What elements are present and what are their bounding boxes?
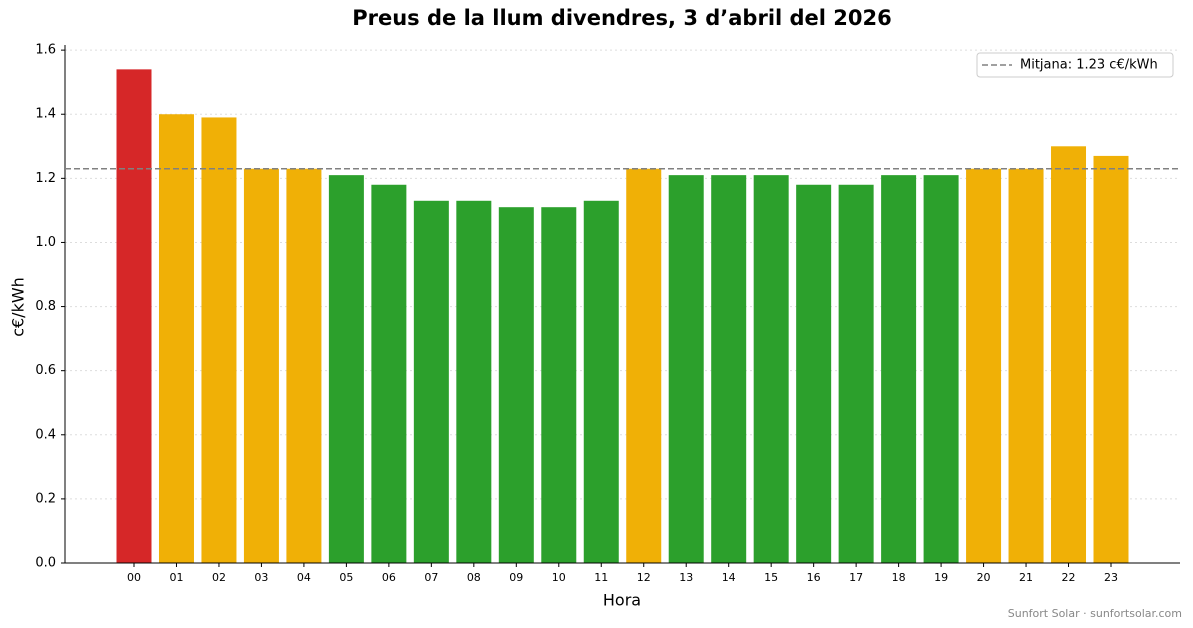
x-tick-label: 08	[467, 571, 481, 584]
chart-title: Preus de la llum divendres, 3 d’abril de…	[352, 6, 892, 30]
bar	[328, 175, 364, 563]
bar	[966, 168, 1002, 563]
bar	[838, 184, 874, 563]
x-tick-label: 13	[679, 571, 693, 584]
bar	[413, 200, 449, 563]
x-tick-label: 06	[382, 571, 396, 584]
x-tick-label: 15	[764, 571, 778, 584]
bar	[881, 175, 917, 563]
x-tick-label: 05	[339, 571, 353, 584]
x-tick-label: 19	[934, 571, 948, 584]
x-tick-label: 03	[254, 571, 268, 584]
bar	[371, 184, 407, 563]
bar	[286, 168, 322, 563]
bar	[668, 175, 704, 563]
bar	[201, 117, 237, 564]
y-tick-label: 1.6	[35, 43, 56, 58]
y-tick-label: 0.6	[35, 363, 56, 378]
bar	[626, 168, 662, 563]
x-tick-label: 17	[849, 571, 863, 584]
x-tick-label: 02	[212, 571, 226, 584]
x-tick-label: 09	[509, 571, 523, 584]
bar	[583, 200, 619, 563]
bar	[1093, 155, 1129, 563]
bar	[158, 114, 194, 564]
legend-label: Mitjana: 1.23 c€/kWh	[1020, 58, 1158, 73]
x-tick-label: 23	[1104, 571, 1118, 584]
bar	[243, 168, 279, 563]
bar	[541, 207, 577, 563]
x-axis-label: Hora	[603, 591, 641, 610]
x-tick-label: 22	[1062, 571, 1076, 584]
x-tick-label: 00	[127, 571, 141, 584]
bar	[1051, 146, 1087, 563]
x-tick-label: 10	[552, 571, 566, 584]
y-tick-label: 0.2	[35, 491, 56, 506]
bar	[753, 175, 789, 563]
bar	[1008, 168, 1044, 563]
x-tick-label: 12	[637, 571, 651, 584]
footer: Sunfort Solar · sunfortsolar.com	[1008, 607, 1182, 620]
y-tick-label: 1.2	[35, 171, 56, 186]
x-tick-label: 21	[1019, 571, 1033, 584]
x-tick-label: 11	[594, 571, 608, 584]
y-tick-label: 0.4	[35, 427, 56, 442]
y-axis-label: c€/kWh	[9, 277, 28, 337]
bar	[456, 200, 492, 563]
legend-box	[976, 52, 1174, 78]
bar	[923, 175, 959, 563]
x-tick-label: 14	[722, 571, 736, 584]
bar	[796, 184, 832, 563]
x-tick-label: 16	[807, 571, 821, 584]
x-tick-label: 18	[892, 571, 906, 584]
x-tick-label: 04	[297, 571, 311, 584]
x-tick-label: 20	[977, 571, 991, 584]
bar	[116, 69, 152, 563]
y-tick-label: 0.8	[35, 299, 56, 314]
bar	[498, 207, 534, 563]
y-tick-label: 1.0	[35, 235, 56, 250]
bar	[711, 175, 747, 563]
x-tick-label: 07	[424, 571, 438, 584]
y-tick-label: 1.4	[35, 107, 56, 122]
x-tick-label: 01	[169, 571, 183, 584]
y-tick-label: 0.0	[35, 556, 56, 571]
